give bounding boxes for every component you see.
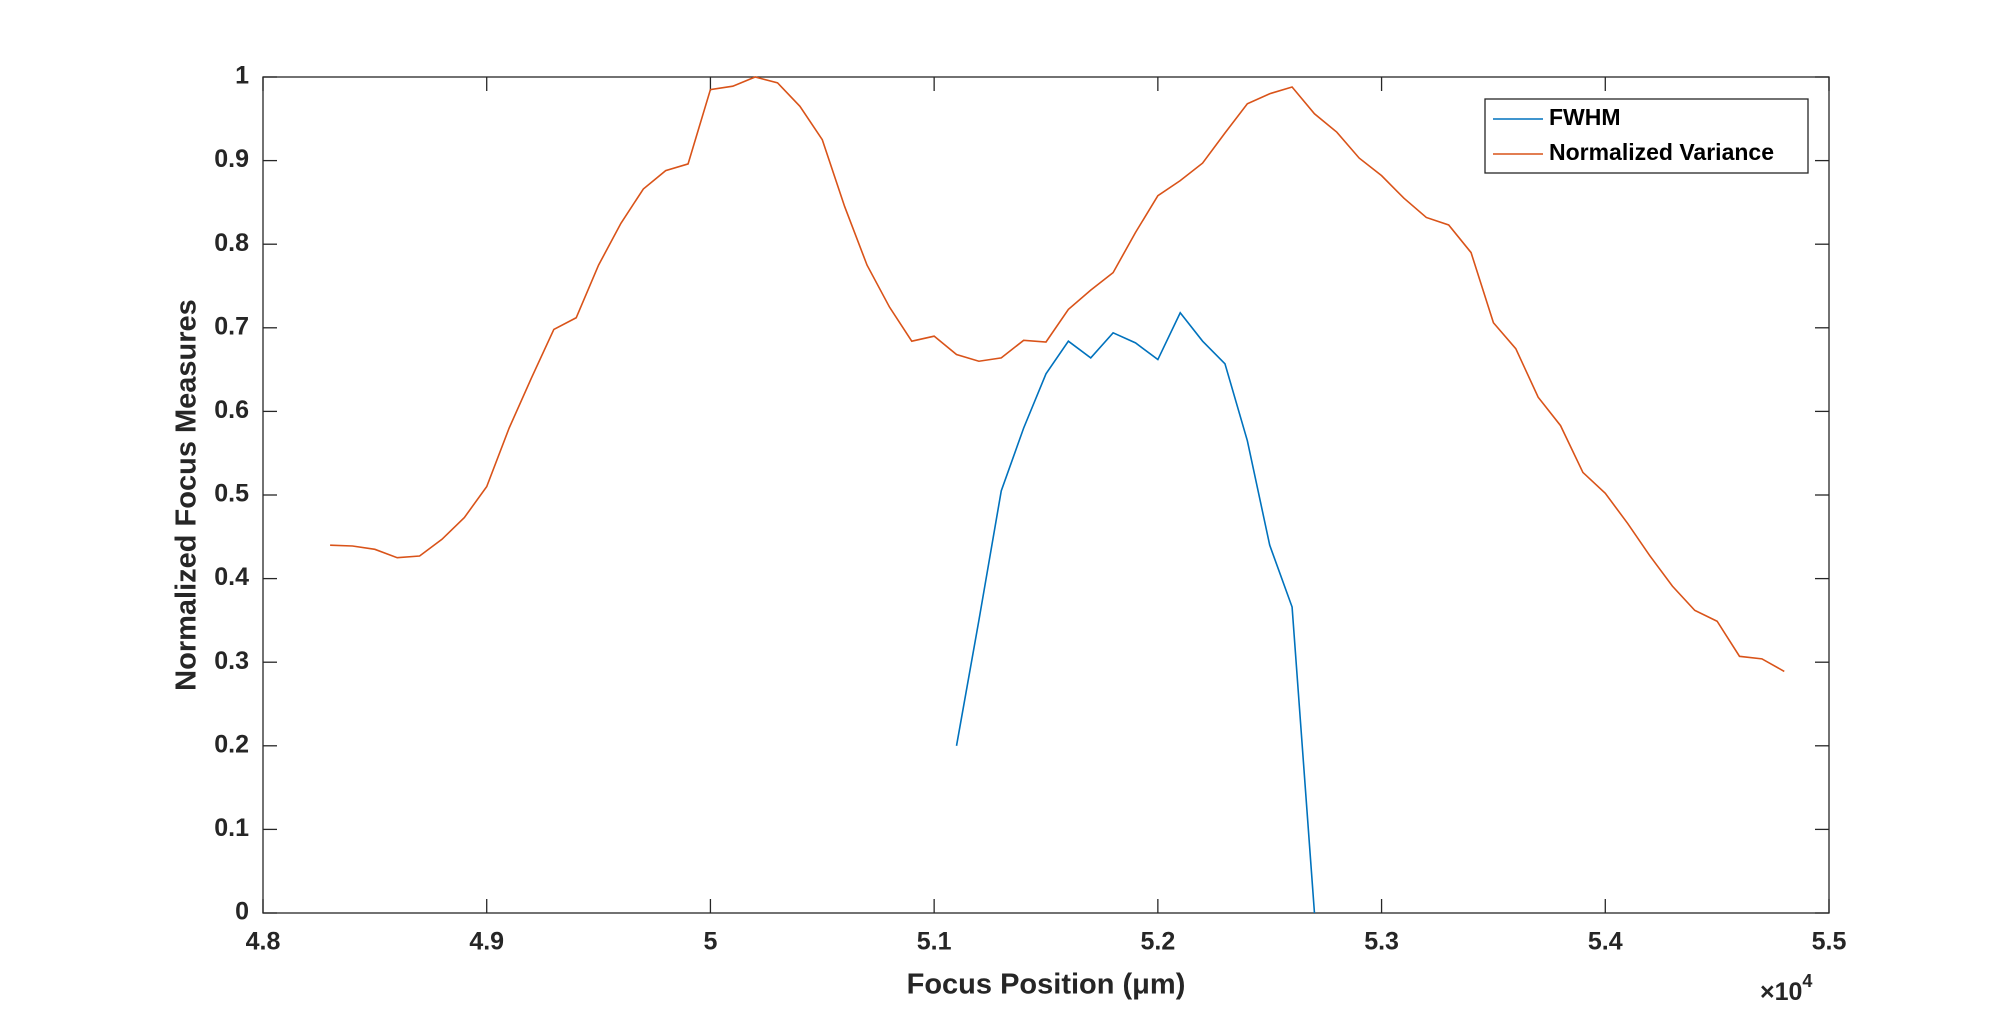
x-multiplier-base: ×10 <box>1760 978 1802 1006</box>
legend-label: Normalized Variance <box>1549 139 1774 165</box>
y-tick-label: 0 <box>235 898 249 926</box>
x-tick-label: 4.9 <box>469 928 504 956</box>
x-multiplier-exponent: 4 <box>1802 971 1812 991</box>
y-tick-label: 1 <box>235 62 249 90</box>
y-axis-label: Normalized Focus Measures <box>171 299 203 691</box>
legend-label: FWHM <box>1549 104 1621 130</box>
y-tick-label: 0.6 <box>214 396 249 424</box>
x-axis-label: Focus Position (μm) <box>907 969 1186 1001</box>
plot-area <box>263 77 1829 913</box>
x-tick-label: 5.2 <box>1140 928 1175 956</box>
axes-box <box>262 76 1830 914</box>
x-tick-label: 5.5 <box>1812 928 1847 956</box>
x-tick-label: 5.3 <box>1364 928 1399 956</box>
y-tick-label: 0.3 <box>214 647 249 675</box>
x-tick-label: 4.8 <box>246 928 281 956</box>
y-tick-label: 0.4 <box>214 563 249 591</box>
y-tick-label: 0.2 <box>214 730 249 758</box>
x-tick-label: 5.4 <box>1588 928 1623 956</box>
series-line <box>955 311 1316 914</box>
series-line <box>330 76 1785 673</box>
y-tick-label: 0.1 <box>214 814 249 842</box>
x-tick-label: 5.1 <box>917 928 952 956</box>
y-tick-label: 0.9 <box>214 145 249 173</box>
y-tick-label: 0.5 <box>214 480 249 508</box>
x-multiplier: ×104 <box>1760 971 1812 1006</box>
y-tick-label: 0.7 <box>214 312 249 340</box>
y-tick-label: 0.8 <box>214 229 249 257</box>
x-tick-label: 5 <box>703 928 717 956</box>
legend-box <box>1484 98 1809 174</box>
